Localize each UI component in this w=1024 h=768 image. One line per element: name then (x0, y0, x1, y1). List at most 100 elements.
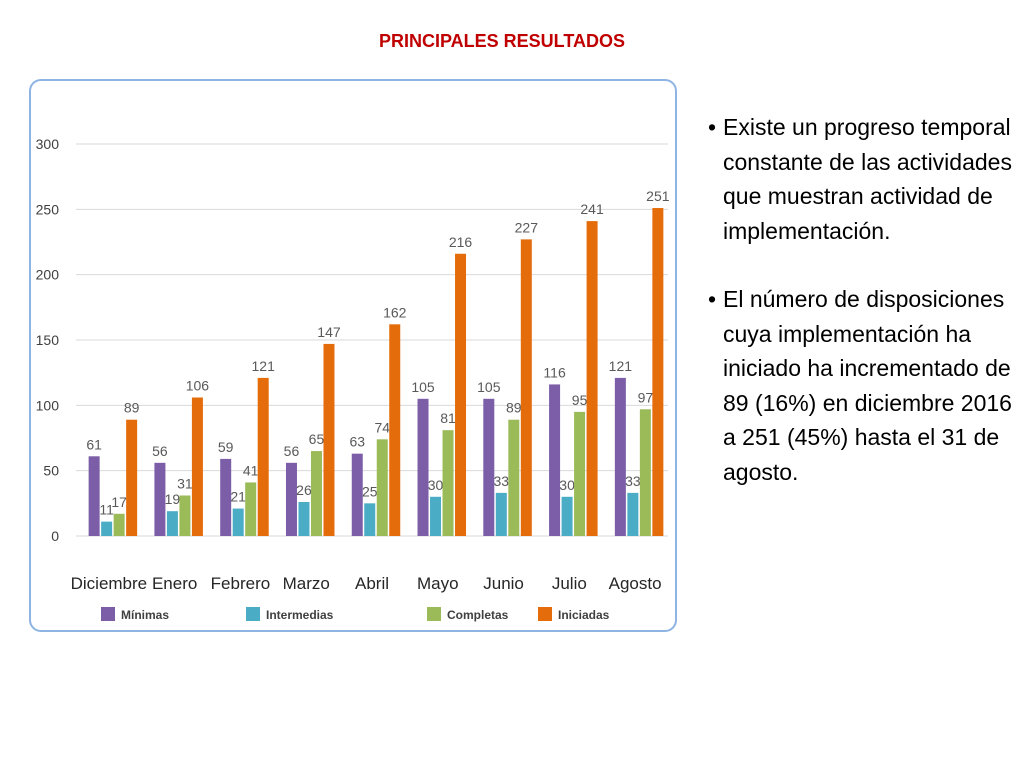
bar (652, 208, 664, 536)
y-tick-label: 200 (36, 267, 60, 283)
data-label: 25 (362, 483, 378, 499)
data-label: 56 (152, 443, 168, 459)
data-label: 19 (165, 491, 181, 507)
bullet-symbol: • (708, 114, 717, 140)
data-label: 121 (252, 358, 276, 374)
x-tick-label: Mayo (417, 574, 459, 593)
bar (574, 411, 586, 536)
data-label: 30 (428, 477, 444, 493)
bar (455, 253, 467, 536)
bar (508, 419, 520, 536)
legend-swatch (246, 607, 260, 621)
data-label: 241 (580, 201, 604, 217)
legend-label: Completas (447, 608, 509, 622)
bar (483, 398, 495, 536)
bullet-item: • El número de disposiciones cuya implem… (704, 282, 1016, 489)
x-tick-label: Marzo (283, 574, 330, 593)
bar (220, 458, 232, 536)
bar (561, 496, 573, 536)
data-label: 89 (506, 400, 522, 416)
bar (298, 502, 310, 536)
bullet-symbol: • (708, 286, 717, 312)
bullet-list: • Existe un progreso temporal constante … (704, 110, 1016, 523)
bar (389, 324, 401, 536)
bar (257, 377, 269, 536)
x-tick-label: Julio (552, 574, 587, 593)
bar (549, 384, 561, 536)
bar (430, 496, 442, 536)
bar (376, 439, 388, 536)
data-label: 33 (625, 473, 641, 489)
y-tick-label: 150 (36, 332, 60, 348)
bar (627, 492, 639, 536)
data-label: 31 (177, 475, 193, 491)
x-tick-label: Febrero (211, 574, 271, 593)
bar (351, 453, 363, 536)
data-label: 105 (411, 379, 435, 395)
bar (285, 462, 297, 536)
y-tick-label: 50 (43, 463, 59, 479)
y-tick-label: 100 (36, 397, 60, 413)
bar (101, 521, 113, 536)
data-label: 21 (230, 489, 246, 505)
data-label: 106 (186, 377, 210, 393)
data-label: 147 (317, 324, 341, 340)
slide-title: PRINCIPALES RESULTADOS (378, 31, 625, 51)
bar (323, 343, 335, 536)
legend-label: Mínimas (121, 608, 169, 622)
data-label: 30 (559, 477, 575, 493)
bar (126, 419, 138, 536)
data-label: 26 (296, 482, 312, 498)
legend-swatch (427, 607, 441, 621)
bullet-item: • Existe un progreso temporal constante … (704, 110, 1016, 248)
data-label: 74 (374, 419, 390, 435)
data-label: 61 (86, 436, 102, 452)
bar (586, 221, 598, 537)
bar (614, 377, 626, 536)
bar (442, 430, 454, 536)
bullet-text: Existe un progreso temporal constante de… (723, 114, 1012, 244)
x-tick-label: Junio (483, 574, 524, 593)
data-label: 81 (440, 410, 456, 426)
data-label: 33 (494, 473, 510, 489)
bar (179, 495, 191, 536)
data-label: 162 (383, 304, 407, 320)
chart-frame: 0 50 100 150 200 250 300 61 11 17 89 Diciembre 56 19 3… (29, 79, 677, 632)
data-label: 251 (646, 188, 670, 204)
x-tick-label: Agosto (609, 574, 662, 593)
data-label: 227 (515, 219, 539, 235)
data-label: 121 (609, 358, 633, 374)
bar (154, 462, 166, 536)
legend-label: Intermedias (266, 608, 334, 622)
bar (639, 409, 651, 536)
y-tick-label: 0 (51, 528, 59, 544)
bar (417, 398, 429, 536)
data-label: 59 (218, 439, 234, 455)
legend-swatch (538, 607, 552, 621)
bar (166, 511, 178, 536)
data-label: 17 (111, 494, 127, 510)
data-label: 105 (477, 379, 501, 395)
data-label: 41 (243, 462, 259, 478)
bar-chart: 05010015020025030061111789Diciembre56193… (36, 136, 670, 622)
data-label: 116 (543, 364, 566, 380)
x-tick-label: Diciembre (71, 574, 148, 593)
bar (495, 492, 507, 536)
x-tick-label: Abril (355, 574, 389, 593)
bar (364, 503, 376, 536)
data-label: 216 (449, 234, 473, 250)
y-tick-label: 250 (36, 201, 60, 217)
bar (310, 451, 322, 536)
x-tick-label: Enero (152, 574, 197, 593)
data-label: 56 (284, 443, 300, 459)
data-label: 89 (124, 400, 140, 416)
bar (232, 508, 244, 536)
bar (520, 239, 532, 537)
y-tick-label: 300 (36, 136, 60, 152)
legend-label: Iniciadas (558, 608, 610, 622)
data-label: 65 (309, 431, 325, 447)
data-label: 95 (572, 392, 588, 408)
data-label: 11 (99, 502, 114, 518)
legend-swatch (101, 607, 115, 621)
bar (88, 456, 100, 536)
